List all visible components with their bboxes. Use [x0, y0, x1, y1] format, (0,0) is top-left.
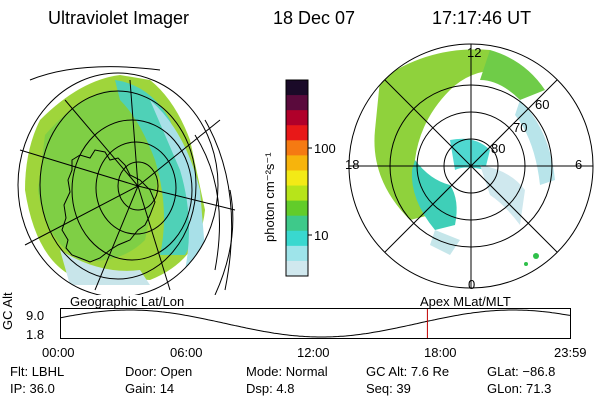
orbit-x-tick-1200: 12:00 [297, 345, 330, 360]
mlat-label-70: 70 [513, 120, 528, 135]
time-label: 17:17:46 UT [432, 8, 532, 28]
orbit-x-tick-2359: 23:59 [554, 345, 587, 360]
colorbar-segment [286, 95, 308, 111]
colorbar-segment [286, 140, 308, 156]
orbit-y-tick-9: 9.0 [26, 308, 45, 323]
apex-panel-label: Apex MLat/MLT [420, 294, 511, 309]
orbit-y-tick-1-8: 1.8 [26, 327, 45, 342]
aurora-emission-left [25, 75, 205, 285]
orbit-x-tick-1800: 18:00 [424, 345, 457, 360]
info-gain: Gain: 14 [125, 381, 175, 396]
info-seq: Seq: 39 [366, 381, 411, 396]
colorbar-tick-10: 10 [314, 228, 329, 243]
instrument-title: Ultraviolet Imager [48, 8, 190, 28]
info-glon: GLon: 71.3 [487, 381, 552, 396]
colorbar-tick-100: 100 [314, 141, 336, 156]
mlt-label-6: 6 [575, 157, 583, 172]
mlat-label-80: 80 [491, 141, 506, 156]
date-label: 18 Dec 07 [273, 8, 356, 28]
mlt-label-18: 18 [345, 157, 360, 172]
geographic-panel-label: Geographic Lat/Lon [70, 294, 185, 309]
info-dsp: Dsp: 4.8 [246, 381, 295, 396]
altitude-curve [60, 309, 571, 338]
colorbar-segment [286, 230, 308, 247]
colorbar-segment [286, 260, 308, 277]
orbit-x-tick-0000: 00:00 [42, 345, 75, 360]
colorbar-segment [286, 155, 308, 171]
info-glat: GLat: −86.8 [487, 364, 556, 379]
mlt-label-0: 0 [468, 277, 476, 292]
orbit-x-tick-0600: 06:00 [170, 345, 203, 360]
orbit-y-label: GC Alt [0, 292, 15, 330]
info-gc-alt: GC Alt: 7.6 Re [366, 364, 450, 379]
polar-mlt-plot [348, 43, 594, 289]
colorbar-segment [286, 200, 308, 217]
colorbar-segment [286, 80, 308, 96]
colorbar-segment [286, 185, 308, 202]
info-flt: Flt: LBHL [10, 364, 65, 379]
colorbar-unit-label: photon cm⁻²s⁻¹ [262, 152, 277, 242]
geographic-globe-image [17, 66, 236, 295]
info-mode: Mode: Normal [246, 364, 328, 379]
orbit-altitude-plot [60, 308, 571, 339]
colorbar [285, 79, 312, 277]
colorbar-segment [286, 125, 308, 141]
mlt-label-12: 12 [467, 45, 482, 60]
info-ip: IP: 36.0 [10, 381, 55, 396]
colorbar-segment [286, 245, 308, 262]
coastline [61, 149, 156, 263]
colorbar-segment [286, 170, 308, 187]
info-door: Door: Open [125, 364, 193, 379]
colorbar-segment [286, 215, 308, 232]
aurora-emission-right [374, 49, 555, 255]
mlat-label-60: 60 [535, 97, 550, 112]
colorbar-segment [286, 110, 308, 126]
